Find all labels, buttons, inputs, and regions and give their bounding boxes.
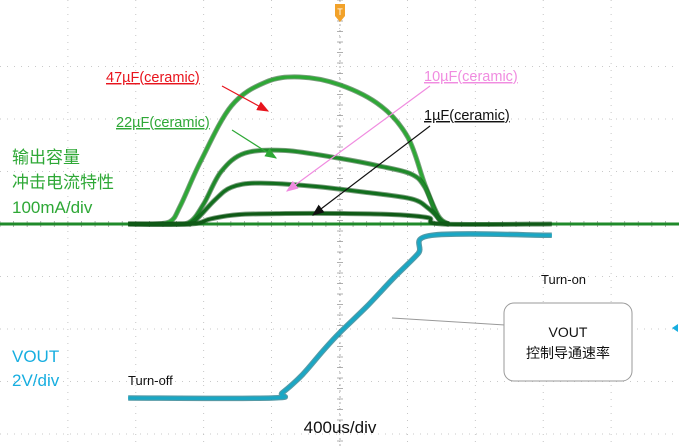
vout-trace-line <box>128 232 552 400</box>
current-channel-label-1: 输出容量 <box>12 148 80 167</box>
vout-trace <box>128 231 552 402</box>
label-22uf: 22µF(ceramic) <box>116 115 210 131</box>
vout-channel-label-2: 2V/div <box>12 371 60 390</box>
timebase-label: 400us/div <box>304 418 377 437</box>
vout-channel-label-1: VOUT <box>12 347 59 366</box>
turn-off-label: Turn-off <box>128 373 173 388</box>
current-channel-label-3: 100mA/div <box>12 198 93 217</box>
label-47uf: 47µF(ceramic) <box>106 70 200 86</box>
arrow-1uf <box>312 125 431 216</box>
callout-line-1: VOUT <box>549 324 588 340</box>
label-1uf: 1µF(ceramic) <box>424 108 510 124</box>
svg-text:T: T <box>337 7 343 17</box>
callout-line-2: 控制导通速率 <box>526 345 610 361</box>
arrow-10uf <box>286 85 431 192</box>
ch-ground-marker-icon <box>672 324 678 332</box>
current-channel-label-2: 冲击电流特性 <box>12 173 114 192</box>
trigger-marker-icon: T <box>335 4 345 22</box>
label-10uf: 10µF(ceramic) <box>424 69 518 85</box>
callout-vout-slew: VOUT 控制导通速率 <box>391 302 633 382</box>
arrow-22uf <box>231 129 278 159</box>
arrow-47uf <box>221 85 270 112</box>
turn-on-label: Turn-on <box>541 272 586 287</box>
current-traces <box>0 74 679 227</box>
